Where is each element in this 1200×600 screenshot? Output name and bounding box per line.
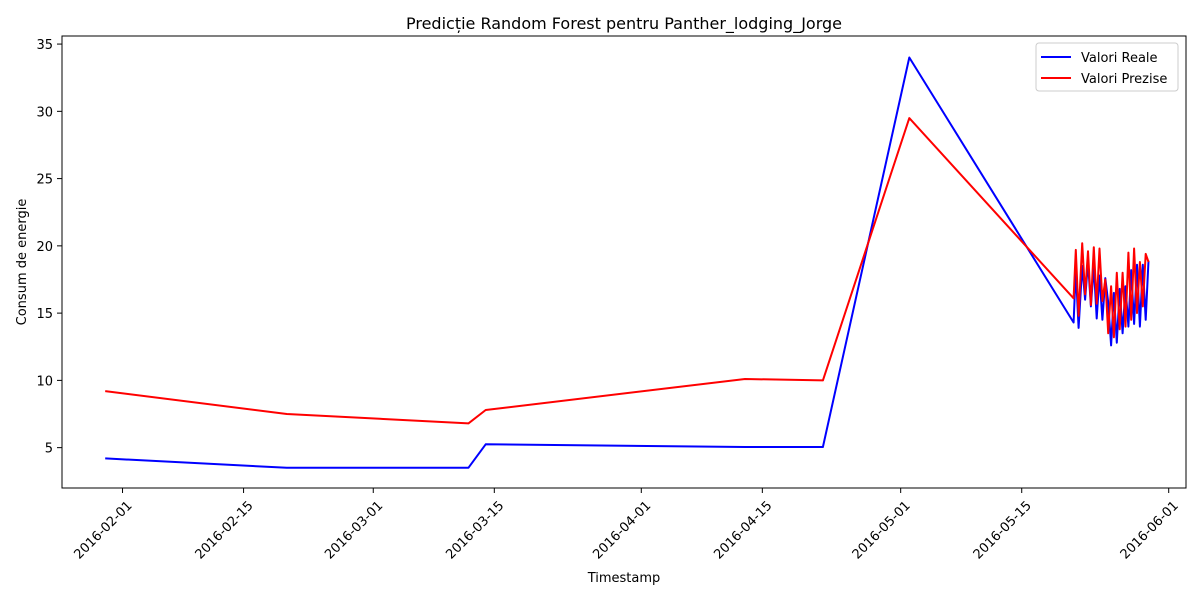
y-tick-label: 35 [36,38,53,53]
y-tick-label: 15 [36,307,53,322]
y-tick-label: 30 [36,105,53,120]
y-axis-title: Consum de energie [15,199,30,326]
chart-title: Predicție Random Forest pentru Panther_l… [406,14,842,34]
y-tick-label: 5 [45,442,53,457]
x-tick-label: 2016-06-01 [1118,498,1182,562]
series-line-0 [105,56,1150,469]
x-axis: 2016-02-01 2016-02-15 2016-03-01 2016-03-15… [72,488,1182,562]
legend-label-0: Valori Reale [1081,51,1158,66]
x-tick-label: 2016-04-15 [711,498,775,562]
x-axis-title: Timestamp [587,571,661,586]
x-tick-label: 2016-03-15 [443,498,507,562]
x-tick-label: 2016-02-01 [72,498,136,562]
x-tick-label: 2016-05-15 [971,498,1035,562]
chart-legend: Valori Reale Valori Prezise [1035,42,1179,92]
series-line-1 [105,117,1150,425]
y-tick-label: 25 [36,173,53,188]
y-axis: 5 10 15 20 25 30 35 [36,38,62,457]
legend-label-1: Valori Prezise [1081,72,1167,87]
legend-box [1035,42,1179,92]
y-tick-label: 20 [36,240,53,255]
x-tick-label: 2016-03-01 [322,498,386,562]
plot-frame [61,35,1187,489]
chart-marks [105,56,1150,469]
x-tick-label: 2016-02-15 [193,498,257,562]
x-tick-label: 2016-05-01 [850,498,914,562]
x-tick-label: 2016-04-01 [590,498,654,562]
y-tick-label: 10 [36,374,53,389]
